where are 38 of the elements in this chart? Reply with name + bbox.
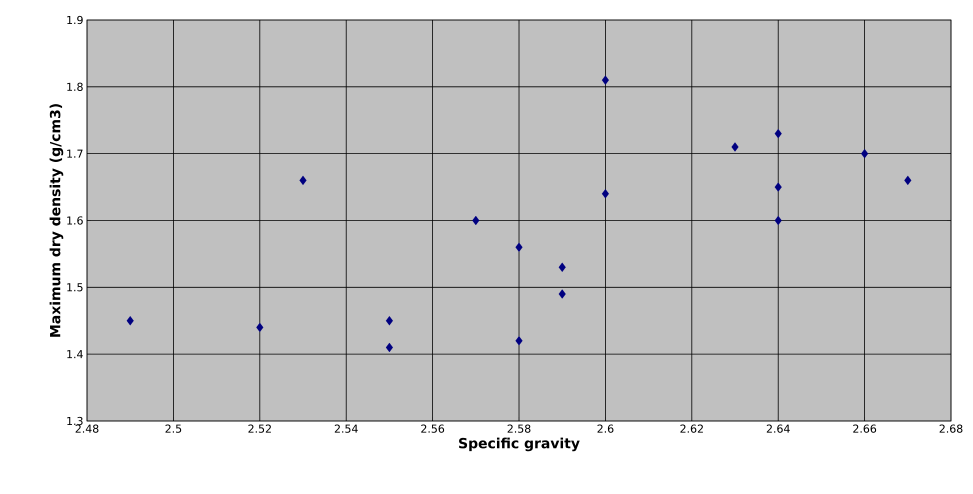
x-tick-label: 2.68 <box>940 424 962 433</box>
point <box>386 342 393 352</box>
point <box>558 289 566 299</box>
y-tick-label: 1.4 <box>67 350 83 358</box>
x-tick-label: 2.48 <box>76 424 98 433</box>
point <box>774 182 782 192</box>
point <box>904 176 912 186</box>
point <box>515 242 523 252</box>
point <box>861 148 868 158</box>
point <box>126 316 134 326</box>
point <box>774 216 782 226</box>
y-tick-label: 1.9 <box>67 16 83 24</box>
point <box>731 142 739 152</box>
y-axis-title: Maximum dry density (g/cm3) <box>50 104 64 337</box>
x-tick-label: 2.58 <box>508 424 530 433</box>
point <box>602 189 609 198</box>
y-tick-label: 1.6 <box>67 216 83 225</box>
y-tick-label: 1.5 <box>67 283 83 292</box>
point <box>558 262 566 272</box>
y-tick-label: 1.7 <box>67 150 83 158</box>
point <box>774 128 782 138</box>
point <box>386 316 393 326</box>
y-tick-label: 1.8 <box>67 82 83 91</box>
x-tick-label: 2.52 <box>248 424 271 433</box>
x-tick-label: 2.5 <box>165 424 182 433</box>
x-tick-label: 2.62 <box>680 424 703 433</box>
x-axis-title: Specific gravity <box>459 438 580 452</box>
x-tick-label: 2.6 <box>597 424 614 433</box>
x-tick-label: 2.64 <box>766 424 790 433</box>
point <box>472 216 480 226</box>
y-tick-label: 1.3 <box>67 416 83 426</box>
point <box>515 336 523 346</box>
point <box>256 322 264 332</box>
x-tick-label: 2.66 <box>853 424 876 433</box>
point <box>602 75 609 85</box>
point <box>299 176 307 186</box>
x-tick-label: 2.54 <box>334 424 358 433</box>
x-tick-label: 2.56 <box>421 424 444 433</box>
